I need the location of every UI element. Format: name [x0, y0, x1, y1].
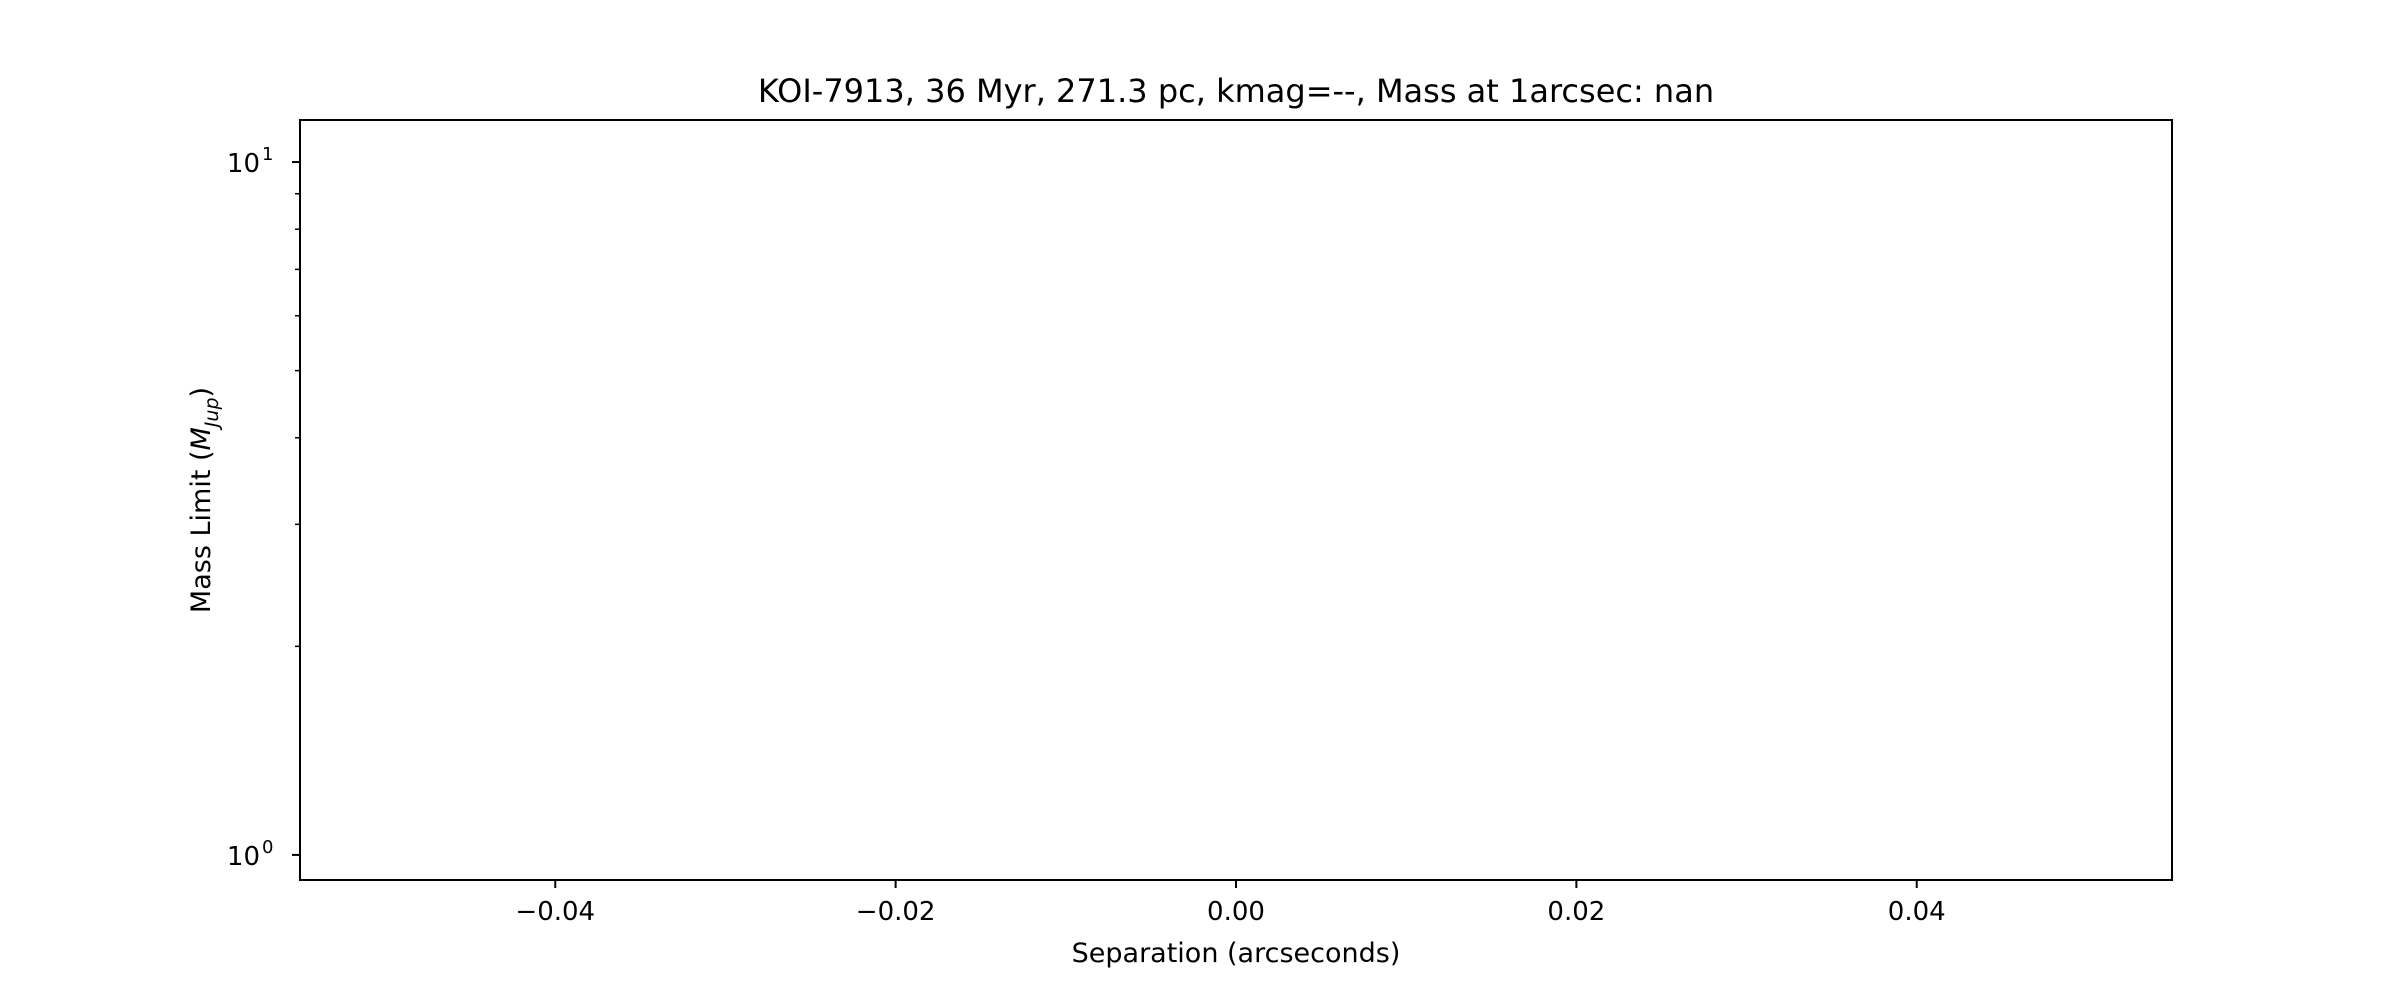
- x-axis-label: Separation (arcseconds): [1072, 938, 1401, 969]
- y-tick-label-exponent: 0: [262, 837, 273, 858]
- y-axis-label-subscript: Jup: [201, 397, 223, 431]
- y-axis-label-prefix: Mass Limit (: [186, 450, 217, 613]
- chart-title: KOI-7913, 36 Myr, 271.3 pc, kmag=--, Mas…: [758, 72, 1714, 110]
- x-tick-label: 0.00: [1207, 897, 1265, 927]
- y-axis-label-symbol: M: [186, 427, 217, 450]
- y-tick-label: 10: [227, 842, 260, 872]
- x-tick-label: −0.02: [856, 897, 936, 927]
- y-tick-label-exponent: 1: [262, 144, 273, 165]
- y-axis-label-suffix: ): [186, 387, 217, 398]
- x-axis: −0.04 −0.02 0.00 0.02 0.04: [515, 880, 1946, 927]
- y-tick-label: 10: [227, 149, 260, 179]
- x-tick-label: −0.04: [515, 897, 595, 927]
- x-tick-label: 0.02: [1547, 897, 1605, 927]
- x-tick-label: 0.04: [1888, 897, 1946, 927]
- y-axis-label: Mass Limit (MJup): [186, 387, 223, 613]
